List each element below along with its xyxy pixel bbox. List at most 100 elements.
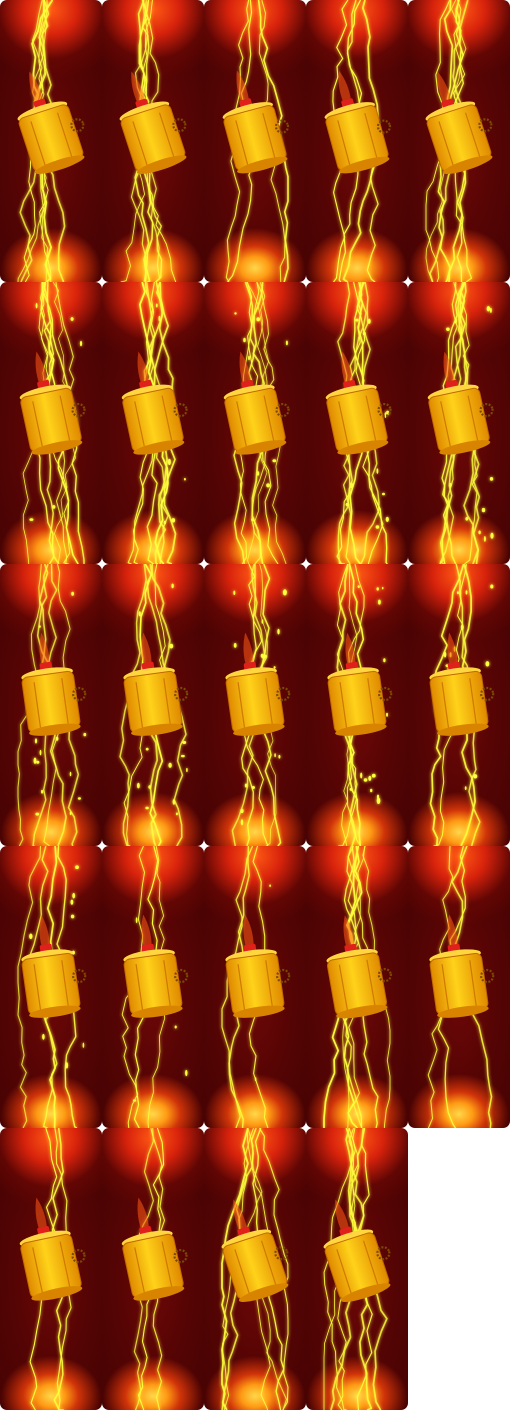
sprite-frame [102, 282, 204, 564]
spark [148, 785, 152, 789]
battery [429, 914, 495, 1018]
spark [72, 892, 76, 899]
spark [233, 590, 236, 595]
sprite-frame [102, 1128, 204, 1410]
spark [137, 782, 140, 789]
spark [465, 590, 468, 595]
battery-rib [338, 401, 349, 447]
spark [489, 477, 494, 481]
spark [34, 738, 38, 744]
spark [35, 303, 38, 309]
spark [39, 749, 42, 756]
battery-flame [39, 914, 50, 947]
battery-rib [134, 1247, 145, 1293]
spark [35, 812, 40, 816]
spark [182, 741, 187, 744]
spark [83, 732, 87, 737]
battery-flame [236, 70, 250, 103]
spark [168, 762, 172, 768]
spark [70, 899, 74, 905]
sprite-frame [306, 846, 408, 1128]
gear-icon [276, 686, 291, 702]
sprite-frame [306, 0, 408, 282]
spark [446, 327, 450, 331]
spark [254, 1077, 257, 1082]
battery [325, 351, 392, 455]
battery [326, 915, 392, 1019]
lightning-bolt [121, 846, 145, 1128]
battery-flame [141, 914, 152, 947]
spark [375, 525, 380, 529]
spark [79, 340, 83, 347]
spark [172, 799, 176, 805]
battery-base [235, 440, 287, 455]
spark [368, 775, 372, 781]
frame-art [119, 564, 189, 846]
spark [385, 516, 389, 522]
battery-base [131, 1005, 183, 1018]
spark [158, 315, 161, 322]
battery-rib [364, 112, 378, 158]
battery-base [133, 440, 185, 455]
spark [456, 591, 459, 595]
battery [225, 914, 291, 1018]
frame-art [121, 1128, 188, 1410]
spark [71, 591, 74, 596]
spark [464, 786, 467, 790]
battery-flame [141, 632, 152, 665]
spark [386, 410, 390, 415]
battery-flame [39, 632, 50, 665]
battery-rib [163, 960, 171, 1006]
battery [221, 1199, 289, 1302]
battery-rib [135, 964, 144, 1010]
battery-rib [367, 678, 375, 724]
battery-flame [447, 914, 458, 947]
battery-rib [56, 112, 73, 157]
battery-rib [441, 964, 450, 1010]
battery-rib [59, 1241, 71, 1287]
spark [376, 797, 381, 804]
spark [234, 312, 237, 315]
spark [383, 658, 386, 663]
sprite-frame [204, 564, 306, 846]
spark [244, 783, 248, 788]
lightning-effect [17, 564, 87, 846]
spark [256, 317, 260, 322]
sprite-frame [408, 282, 510, 564]
battery-base [237, 156, 288, 174]
frame-art [222, 0, 290, 282]
battery-rib [464, 112, 481, 157]
spark [272, 459, 277, 463]
spark [240, 808, 244, 814]
gear-icon [70, 118, 85, 133]
battery-base [339, 156, 390, 174]
spark [473, 774, 478, 779]
frame-art [121, 846, 189, 1128]
battery-flame [437, 71, 452, 104]
spark [145, 806, 149, 810]
battery-rib [469, 960, 477, 1006]
gear-icon [377, 967, 392, 983]
battery [21, 914, 87, 1018]
gear-icon [274, 119, 290, 134]
gear-icon [377, 402, 392, 418]
battery-rib [237, 682, 246, 728]
battery-rib [339, 682, 348, 728]
frame-art [19, 1128, 86, 1410]
battery-rib [336, 1249, 352, 1294]
spark [483, 536, 486, 542]
spark [174, 1025, 177, 1029]
battery [123, 632, 189, 736]
battery-rib [234, 1249, 250, 1294]
battery-rib [61, 960, 69, 1006]
spark [370, 788, 373, 793]
battery-flame [341, 351, 354, 384]
sprite-frame [102, 0, 204, 282]
spark [386, 712, 388, 717]
battery-flame [443, 351, 456, 384]
sprite-frame [204, 282, 306, 564]
spark [75, 865, 79, 869]
empty-cell [408, 1128, 510, 1410]
spark [367, 318, 371, 324]
gear-icon [376, 119, 392, 134]
